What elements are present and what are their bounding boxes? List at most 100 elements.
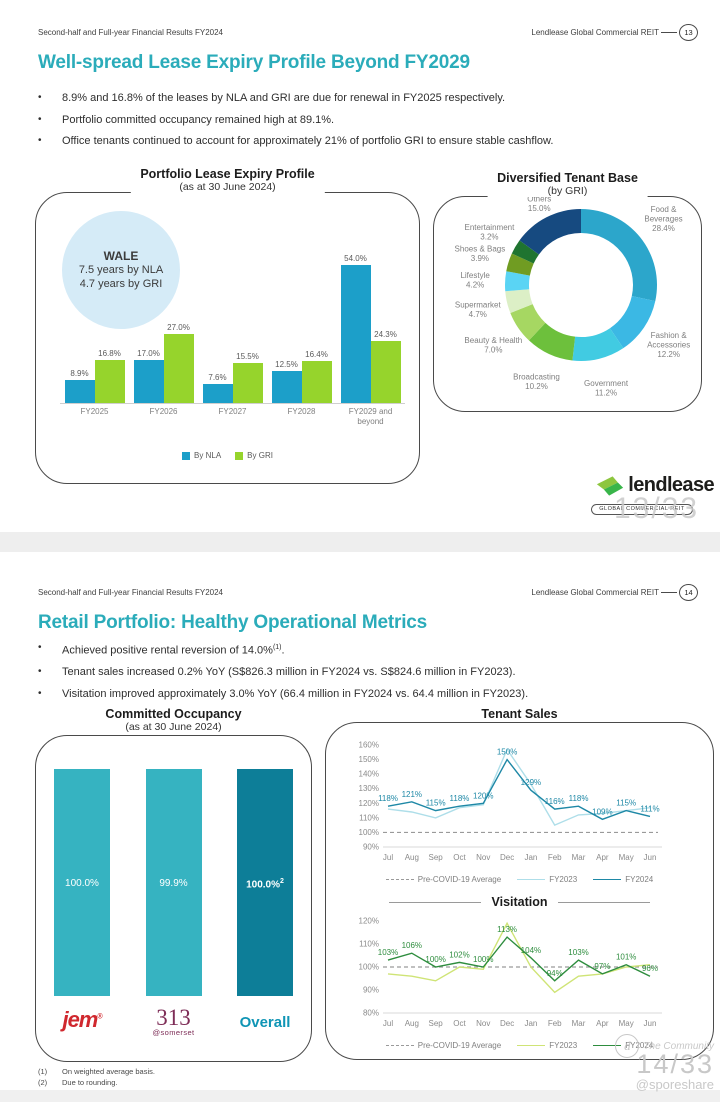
x-tick-label: Jul xyxy=(383,1019,393,1028)
bar-wrap: 27.0% xyxy=(163,323,194,403)
donut-label-line: Lifestyle xyxy=(460,271,490,280)
bar-wrap: 24.3% xyxy=(370,330,401,403)
header-connector-line xyxy=(661,32,677,33)
bar-value-label: 16.4% xyxy=(305,350,328,360)
slide2-bullets: • Achieved positive rental reversion of 1… xyxy=(38,642,698,709)
occupancy-logo: jem® xyxy=(62,1007,102,1047)
bar-wrap: 17.0% xyxy=(133,349,164,403)
donut-label-line: 4.7% xyxy=(469,310,487,319)
watermark-brand-row: d The Community xyxy=(615,1034,714,1058)
bullet-dot: • xyxy=(38,642,42,653)
x-tick-label: Mar xyxy=(572,1019,586,1028)
occupancy-panel-subtitle: (as at 30 June 2024) xyxy=(125,721,222,733)
occupancy-column: 100.0% jem® xyxy=(54,769,110,1047)
x-tick-label: Dec xyxy=(500,1019,514,1028)
data-label: 118% xyxy=(450,794,470,803)
legend-swatch xyxy=(235,451,244,460)
lease-bar-plot: 8.9% 16.8% 17.0% 27.0% 7.6% 15.5% 12.5% 16.4% 54… xyxy=(60,223,405,404)
occupancy-column: 99.9% 313 @somerset xyxy=(145,769,202,1047)
data-label: 121% xyxy=(402,790,422,799)
data-label: 115% xyxy=(616,799,636,808)
bar xyxy=(271,371,302,403)
bullet-item: • Office tenants continued to account for… xyxy=(38,135,698,147)
donut-label: Others 15.0% xyxy=(527,194,551,213)
wale-title: WALE xyxy=(103,249,139,263)
313-logo-sub: @somerset xyxy=(152,1028,195,1037)
x-tick-label: Nov xyxy=(476,853,490,862)
occupancy-bar: 100.0%2 xyxy=(237,769,293,996)
legend-line-swatch xyxy=(517,1044,546,1047)
bullet-text: 8.9% and 16.8% of the leases by NLA and … xyxy=(62,92,506,104)
legend-label: Pre-COVID-19 Average xyxy=(417,1041,502,1050)
slide1-header-right-label: Lendlease Global Commercial REIT xyxy=(531,28,659,37)
category-label: FY2027 xyxy=(218,407,247,416)
x-tick-label: Mar xyxy=(572,853,586,862)
visitation-legend: Pre-COVID-19 Average FY2023 FY2024 xyxy=(326,1041,713,1050)
footnote-number: (2) xyxy=(38,1078,48,1087)
x-tick-label: Dec xyxy=(500,853,514,862)
bar-value-label: 54.0% xyxy=(344,254,367,264)
retail-metrics-panel: Tenant Sales 160% 150% 140% 130% 120% 110% 100… xyxy=(325,707,714,1060)
lease-category-axis: FY2025 FY2026 FY2027 FY2028 FY2029 and beyon… xyxy=(60,407,405,427)
lease-expiry-panel: Portfolio Lease Expiry Profile (as at 30… xyxy=(35,167,420,484)
donut-slice xyxy=(609,296,656,349)
data-label: 129% xyxy=(521,778,541,787)
legend-label: Pre-COVID-19 Average xyxy=(417,875,502,884)
donut-label-line: Food & xyxy=(651,205,677,214)
registered-mark: ® xyxy=(97,1013,102,1021)
bar xyxy=(94,360,125,403)
x-tick-label: Oct xyxy=(453,1019,466,1028)
footnote-text: On weighted average basis. xyxy=(62,1067,155,1076)
bar-wrap: 16.4% xyxy=(301,350,332,403)
occupancy-logo: Overall xyxy=(240,1007,291,1047)
donut-slice xyxy=(581,209,657,302)
bullet-text-end: . xyxy=(281,644,285,657)
watermark-handle: @sporeshare xyxy=(635,1077,714,1092)
wale-line2: 4.7 years by GRI xyxy=(79,278,163,290)
legend-label: By GRI xyxy=(247,451,273,460)
tenant-sales-title: Tenant Sales xyxy=(471,707,568,721)
donut-label: Entertainment 3.2% xyxy=(465,223,516,242)
bar xyxy=(64,380,95,403)
donut-label-line: 28.4% xyxy=(652,224,675,233)
slide1-header-right: Lendlease Global Commercial REIT 13 xyxy=(531,24,698,41)
lendlease-logo: lendlease GLOBAL COMMERCIAL REIT xyxy=(570,474,715,515)
bullet-text-main: Achieved positive rental reversion of 14… xyxy=(62,644,273,657)
slide-14: Second-half and Full-year Financial Resu… xyxy=(0,552,720,1102)
legend-item: By NLA xyxy=(182,451,221,460)
bar-group: 7.6% 15.5% xyxy=(198,223,267,403)
bar xyxy=(202,383,233,403)
donut-label-line: 7.0% xyxy=(484,345,502,354)
tenant-sales-chart: 160% 150% 140% 130% 120% 110% 100% 90% 118% 121% 1… xyxy=(359,741,662,862)
donut-label: Government 11.2% xyxy=(584,379,629,398)
donut-label: Beauty & Health 7.0% xyxy=(464,336,522,355)
donut-slice xyxy=(519,209,581,255)
tenant-sales-legend: Pre-COVID-19 Average FY2023 FY2024 xyxy=(326,875,713,884)
occupancy-panel: Committed Occupancy (as at 30 June 2024)… xyxy=(35,707,312,1062)
bar-value-label: 8.9% xyxy=(70,369,89,379)
header-connector-line xyxy=(661,592,677,593)
x-tick-label: Jun xyxy=(644,1019,657,1028)
bar xyxy=(232,363,263,403)
bullet-text: Achieved positive rental reversion of 14… xyxy=(62,642,285,657)
x-tick-label: Apr xyxy=(596,1019,609,1028)
occupancy-value: 100.0%2 xyxy=(246,877,284,891)
donut-slice xyxy=(506,253,534,276)
data-label: 94% xyxy=(547,969,563,978)
data-label: 103% xyxy=(568,948,588,957)
y-tick-label: 100% xyxy=(359,828,379,837)
donut-label: Supermarket 4.7% xyxy=(455,300,502,319)
bullet-item: • Portfolio committed occupancy remained … xyxy=(38,114,698,126)
donut-label: Food & Beverages 28.4% xyxy=(644,205,682,233)
donut-label-line: Others xyxy=(527,194,551,203)
data-label: 118% xyxy=(569,794,589,803)
bullet-text: Tenant sales increased 0.2% YoY (S$826.3… xyxy=(62,666,516,679)
lease-panel-subtitle: (as at 30 June 2024) xyxy=(179,181,276,193)
bar-wrap: 15.5% xyxy=(232,352,263,403)
bullet-dot: • xyxy=(38,113,42,125)
bar-group: 54.0% 24.3% xyxy=(336,223,405,403)
x-tick-label: Jun xyxy=(644,853,657,862)
wale-line1: 7.5 years by NLA xyxy=(78,264,164,276)
bar xyxy=(340,265,371,403)
donut-label-line: Beverages xyxy=(644,215,682,224)
